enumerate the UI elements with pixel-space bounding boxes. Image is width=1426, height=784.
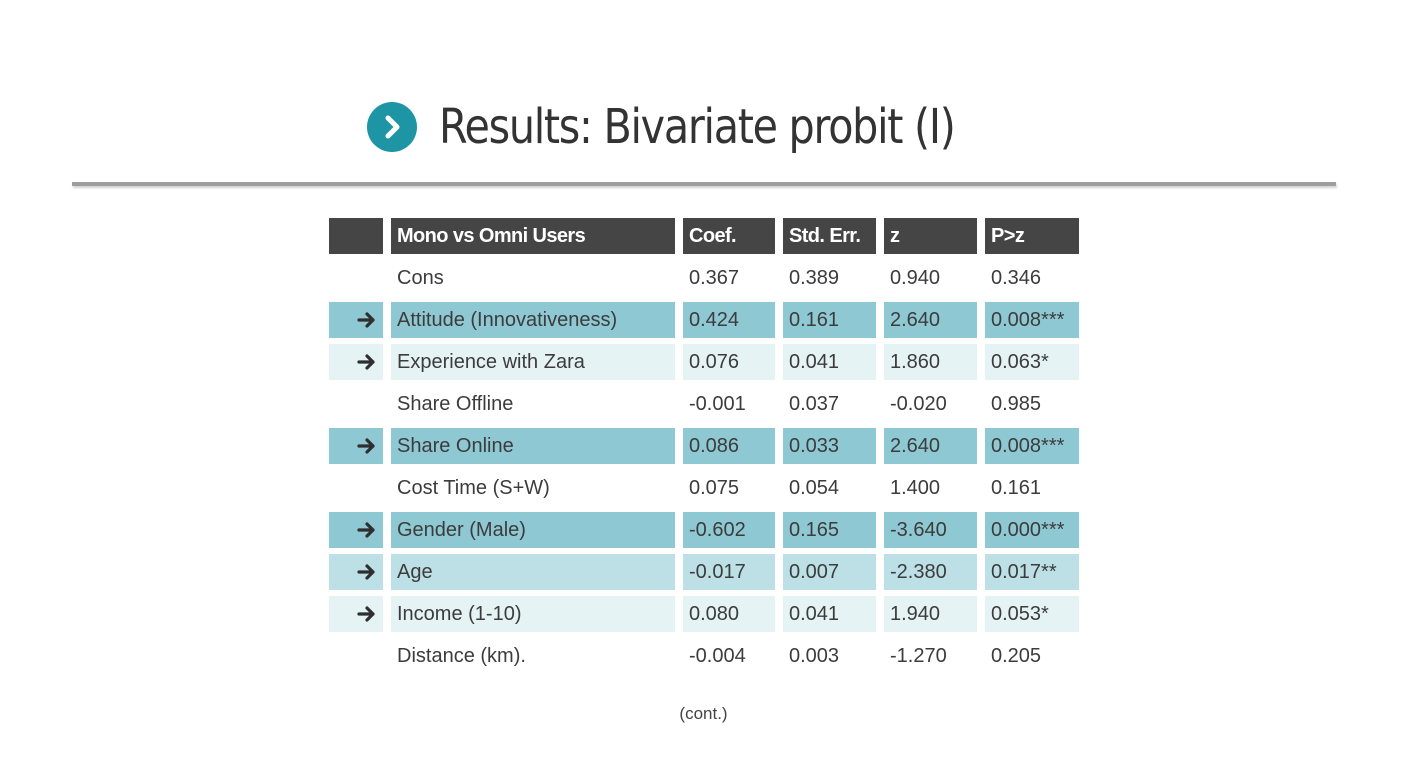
row-marker-cell: [329, 386, 383, 422]
title-divider: [72, 182, 1336, 186]
header-z: z: [884, 218, 977, 254]
coef-value: -0.004: [689, 645, 746, 667]
coef-value: 0.080: [683, 596, 775, 632]
p-value: 0.985: [991, 393, 1042, 415]
slide-title-bar: Results: Bivariate probit (I): [0, 96, 1426, 158]
row-marker-cell: [329, 554, 383, 590]
header-p: P>z: [985, 218, 1079, 254]
header-marker-cell: [329, 218, 383, 254]
z-value: -0.020: [890, 393, 947, 415]
coef-value: 0.367: [689, 267, 740, 289]
slide-title: Results: Bivariate probit (I): [439, 99, 956, 155]
p-value: 0.205: [991, 645, 1042, 667]
row-marker-cell: [329, 512, 383, 548]
z-value: 0.940: [890, 267, 941, 289]
header-variable: Mono vs Omni Users: [391, 218, 675, 254]
chevron-right-circle-icon: [367, 102, 418, 152]
arrow-right-icon: [357, 353, 377, 371]
std-err-value: 0.007: [783, 554, 876, 590]
z-value: 1.860: [884, 344, 977, 380]
variable-name: Gender (Male): [391, 512, 675, 548]
p-value: 0.063*: [985, 344, 1079, 380]
z-value: 2.640: [884, 302, 977, 338]
z-value: 1.400: [890, 477, 941, 499]
p-value: 0.053*: [985, 596, 1079, 632]
p-value: 0.000***: [985, 512, 1079, 548]
arrow-right-icon: [357, 521, 377, 539]
z-value: -3.640: [884, 512, 977, 548]
variable-name: Cost Time (S+W): [397, 477, 550, 499]
variable-name: Distance (km).: [397, 645, 526, 667]
row-marker-cell: [329, 302, 383, 338]
z-value: -2.380: [884, 554, 977, 590]
header-std-err: Std. Err.: [783, 218, 876, 254]
coef-value: -0.602: [683, 512, 775, 548]
arrow-right-icon: [357, 437, 377, 455]
continued-note: (cont.): [679, 704, 728, 723]
std-err-value: 0.054: [789, 477, 840, 499]
coef-value: 0.075: [689, 477, 740, 499]
arrow-right-icon: [357, 311, 377, 329]
arrow-right-icon: [357, 605, 377, 623]
p-value: 0.161: [991, 477, 1042, 499]
coef-value: 0.424: [683, 302, 775, 338]
row-marker-cell: [329, 344, 383, 380]
variable-name: Share Online: [391, 428, 675, 464]
header-coef: Coef.: [683, 218, 775, 254]
variable-name: Cons: [397, 267, 444, 289]
z-value: -1.270: [890, 645, 947, 667]
variable-name: Age: [391, 554, 675, 590]
variable-name: Experience with Zara: [391, 344, 675, 380]
coef-value: -0.001: [689, 393, 746, 415]
std-err-value: 0.389: [789, 267, 840, 289]
std-err-value: 0.003: [789, 645, 840, 667]
variable-name: Share Offline: [397, 393, 514, 415]
coef-value: 0.086: [683, 428, 775, 464]
row-marker-cell: [329, 428, 383, 464]
std-err-value: 0.037: [789, 393, 840, 415]
arrow-right-icon: [357, 563, 377, 581]
coef-value: 0.076: [683, 344, 775, 380]
coef-value: -0.017: [683, 554, 775, 590]
std-err-value: 0.041: [783, 596, 876, 632]
p-value: 0.346: [991, 267, 1042, 289]
std-err-value: 0.165: [783, 512, 876, 548]
p-value: 0.008***: [985, 302, 1079, 338]
row-marker-cell: [329, 470, 383, 506]
std-err-value: 0.041: [783, 344, 876, 380]
std-err-value: 0.033: [783, 428, 876, 464]
row-marker-cell: [329, 638, 383, 674]
z-value: 2.640: [884, 428, 977, 464]
row-marker-cell: [329, 260, 383, 296]
std-err-value: 0.161: [783, 302, 876, 338]
variable-name: Income (1-10): [391, 596, 675, 632]
variable-name: Attitude (Innovativeness): [391, 302, 675, 338]
row-marker-cell: [329, 596, 383, 632]
p-value: 0.017**: [985, 554, 1079, 590]
z-value: 1.940: [884, 596, 977, 632]
p-value: 0.008***: [985, 428, 1079, 464]
